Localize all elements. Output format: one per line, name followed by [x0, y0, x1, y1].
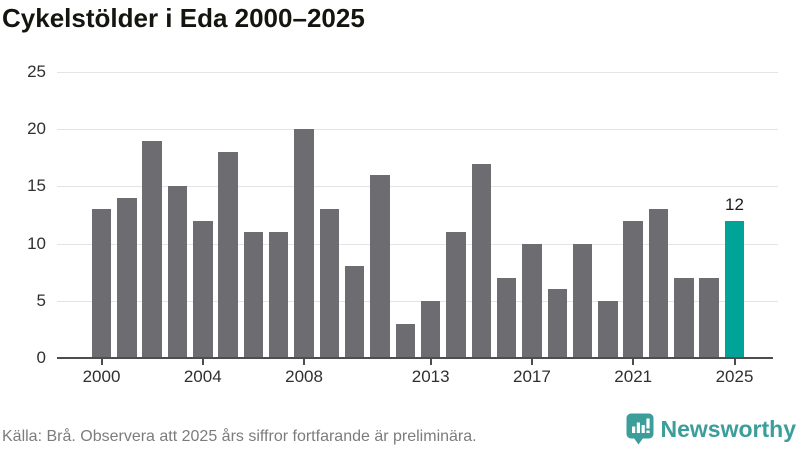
y-axis-label-0: 0 — [36, 348, 46, 367]
plot-area: 0 5 10 15 20 25 2000 2004 2008 2013 2017 2021 2025 12 — [27, 62, 778, 386]
y-axis-label-20: 20 — [27, 119, 46, 139]
gridline-y-20 — [57, 129, 778, 131]
bar-2006 — [243, 232, 264, 358]
x-axis-tick-2013 — [429, 358, 432, 365]
x-axis-tick-2000 — [100, 358, 103, 365]
bar-2008 — [294, 129, 314, 358]
x-axis-label-2025: 2025 — [715, 367, 754, 386]
y-axis-label-25: 25 — [27, 62, 46, 81]
bar-2005 — [218, 152, 238, 358]
bar-2010 — [344, 266, 365, 358]
gridline-y-5 — [57, 300, 778, 302]
x-axis-tick-2017 — [530, 358, 533, 365]
x-axis-line — [57, 357, 773, 359]
bar-2023 — [674, 277, 694, 358]
chart-title: Cykelstölder i Eda 2000–2025 — [2, 3, 365, 33]
bar-2020 — [598, 300, 618, 358]
y-axis-label-5: 5 — [36, 290, 46, 310]
bar-2019 — [572, 243, 593, 358]
x-axis-label-2000: 2000 — [82, 367, 121, 386]
bar-2014 — [446, 232, 466, 358]
bar-2018 — [547, 289, 567, 358]
bar-2004 — [193, 220, 213, 358]
bar-2024 — [699, 277, 719, 358]
bar-2017 — [522, 243, 542, 358]
x-axis-label-2021: 2021 — [614, 367, 653, 386]
newsworthy-brand-link[interactable]: Newsworthy — [626, 413, 796, 445]
gridline-y-10 — [57, 243, 778, 245]
x-axis-tick-2004 — [201, 358, 204, 365]
x-axis-tick-2025 — [733, 358, 736, 365]
newsworthy-logo-icon — [626, 413, 655, 445]
bar-2012 — [395, 323, 416, 358]
x-axis-tick-2008 — [303, 358, 306, 365]
gridline-y-25 — [57, 72, 778, 73]
x-axis-label-2017: 2017 — [513, 367, 551, 386]
x-axis-tick-2021 — [632, 358, 635, 365]
bar-2022 — [648, 209, 669, 358]
bar-2009 — [319, 209, 340, 358]
bar-2016 — [496, 277, 517, 358]
bar-2001 — [117, 197, 137, 358]
bar-2015 — [471, 163, 492, 358]
highlighted-value-label: 12 — [725, 194, 744, 214]
bar-2000 — [91, 209, 112, 358]
brand-name: Newsworthy — [660, 415, 796, 442]
bar-2013 — [420, 300, 441, 358]
x-axis-label-2004: 2004 — [183, 367, 222, 386]
bar-2021 — [623, 220, 643, 358]
y-axis-label-10: 10 — [27, 233, 46, 253]
y-axis-label-15: 15 — [27, 176, 46, 196]
bar-2003 — [167, 186, 188, 358]
x-axis-label-2013: 2013 — [411, 367, 450, 386]
source-note: Källa: Brå. Observera att 2025 års siffr… — [2, 428, 477, 445]
gridline-y-15 — [57, 186, 778, 188]
bar-2007 — [268, 232, 289, 358]
bar-2011 — [370, 174, 390, 358]
bar-2025 — [724, 220, 745, 358]
x-axis-label-2008: 2008 — [285, 367, 323, 386]
bar-2002 — [142, 140, 162, 358]
